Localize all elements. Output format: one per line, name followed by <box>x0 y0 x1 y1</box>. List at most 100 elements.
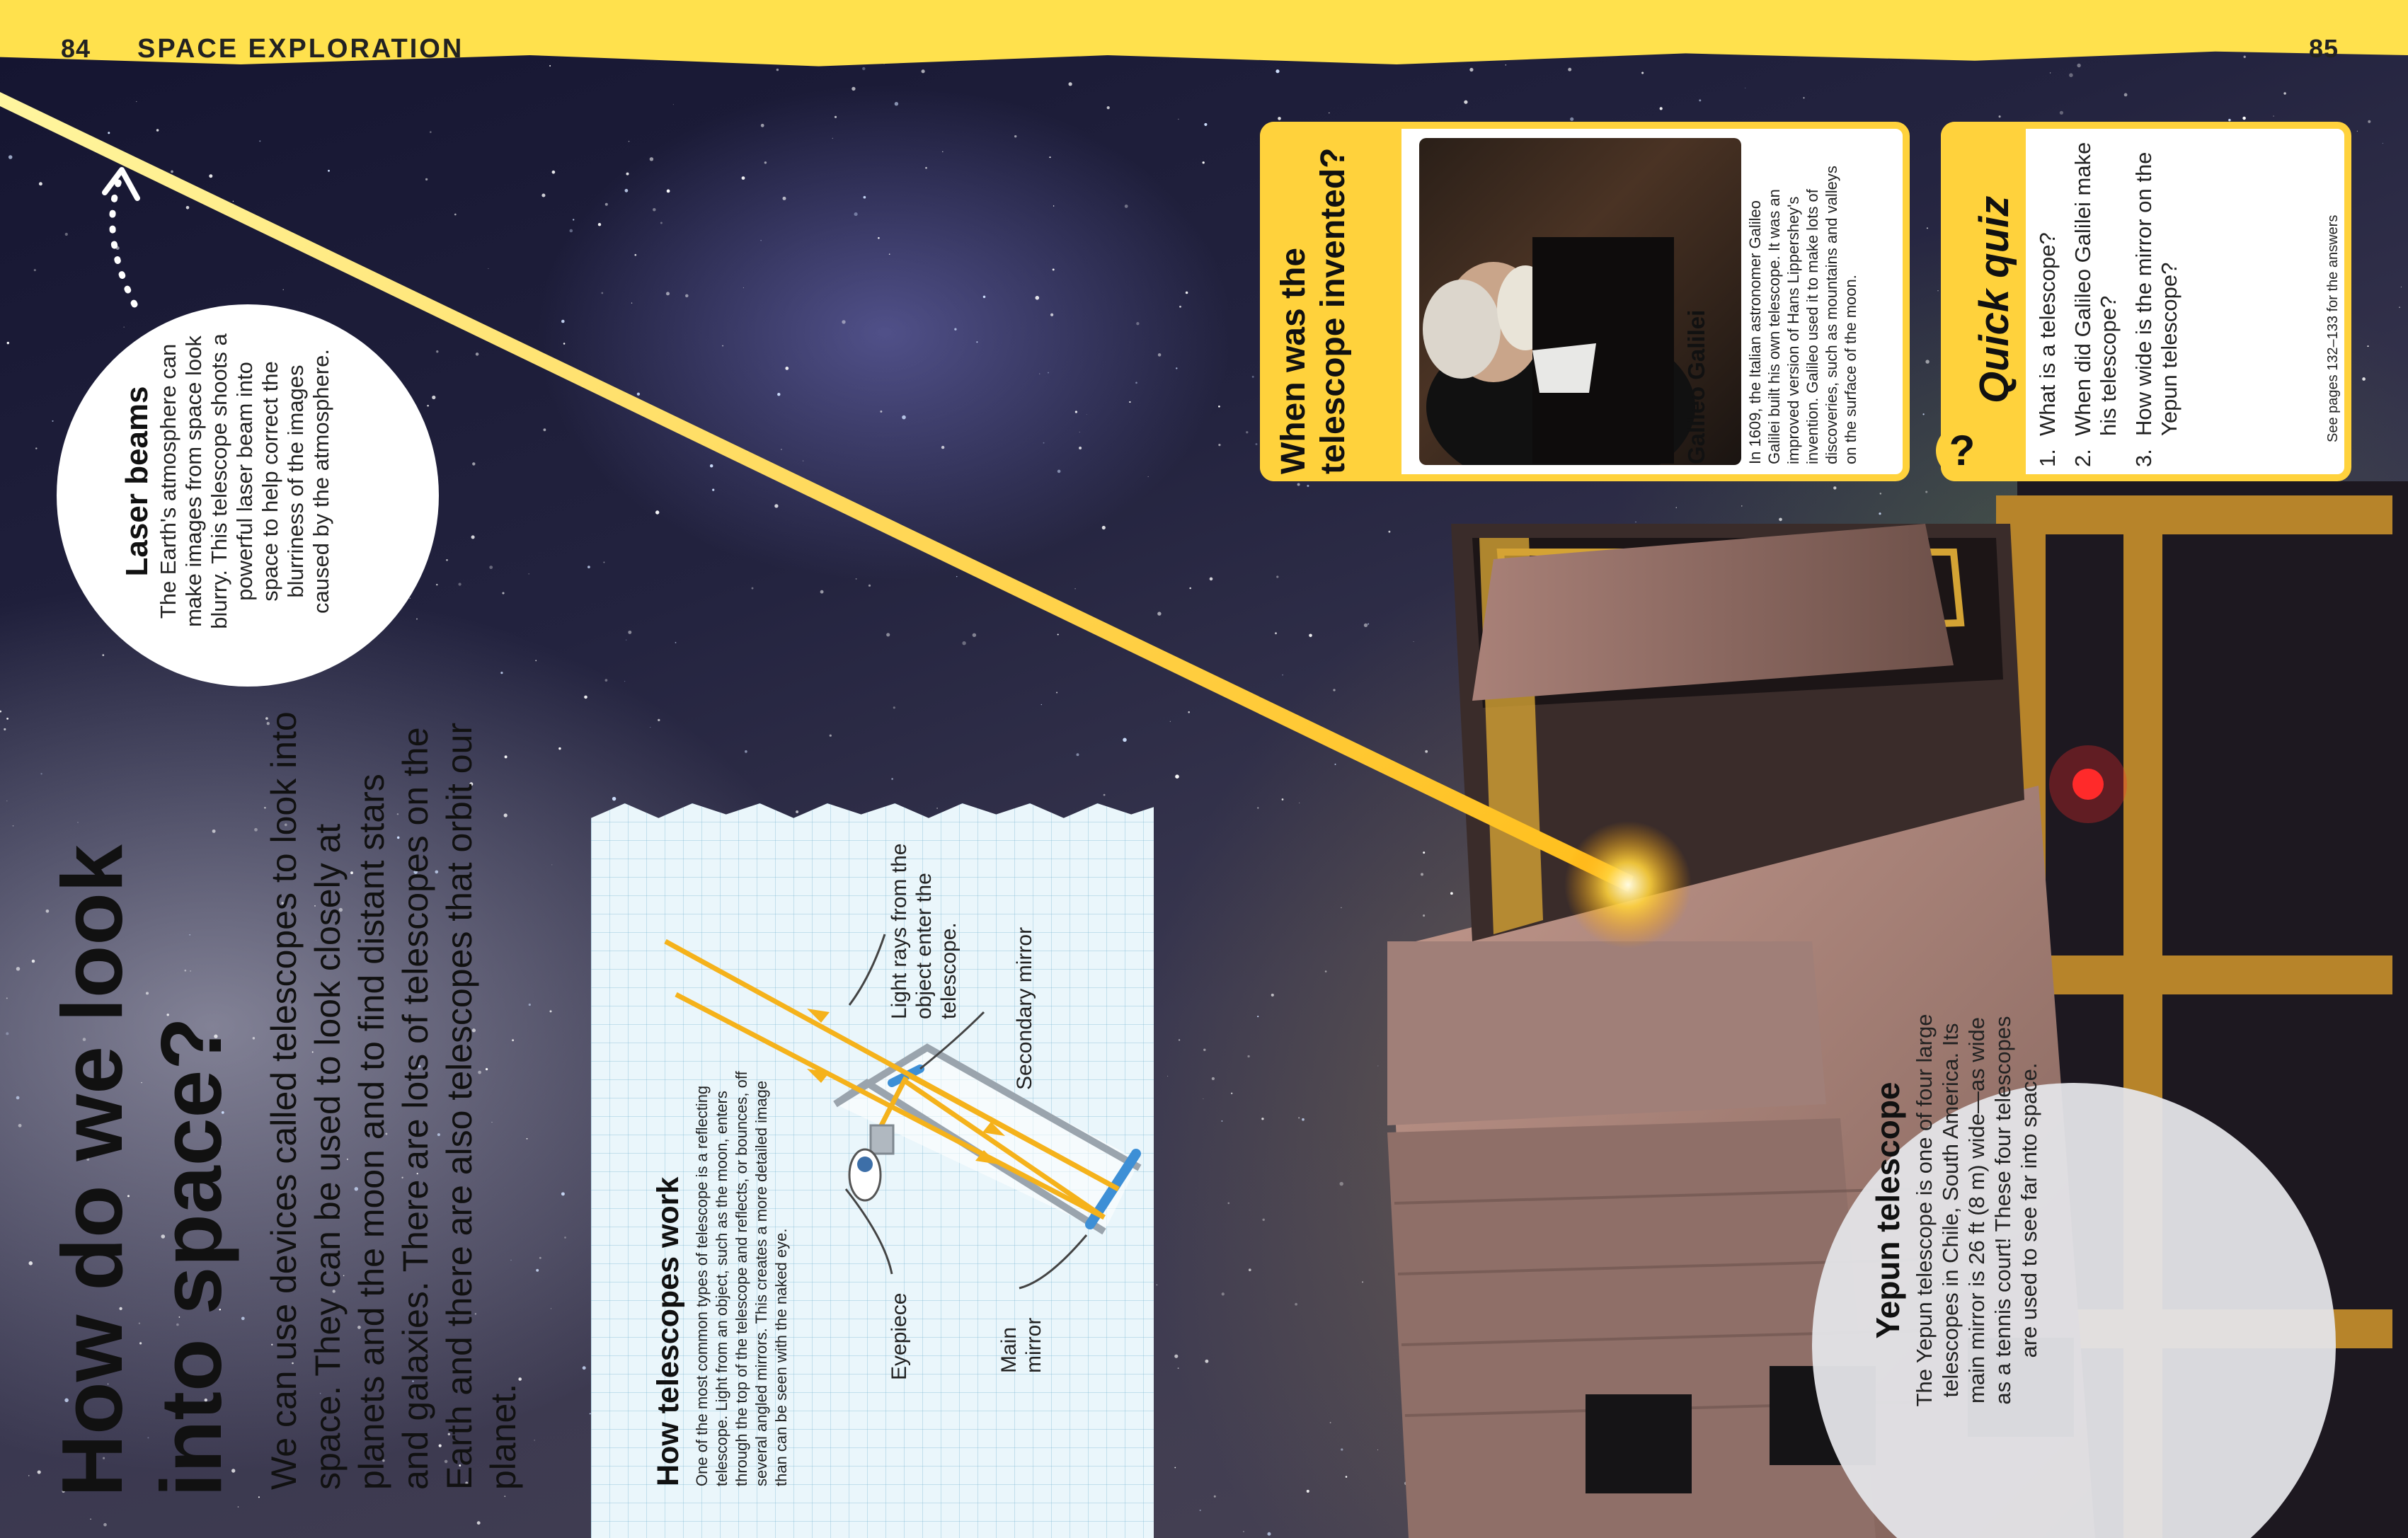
star <box>416 618 418 620</box>
star <box>1925 490 1928 493</box>
star <box>328 169 330 172</box>
star <box>382 1459 385 1462</box>
star <box>1167 1075 1169 1077</box>
star <box>829 734 832 737</box>
star <box>631 302 633 304</box>
star <box>1231 1092 1233 1094</box>
star <box>880 410 883 413</box>
star <box>1174 1354 1179 1358</box>
star <box>954 328 957 331</box>
star <box>1257 1016 1259 1018</box>
star <box>432 395 436 400</box>
secondary-mirror <box>888 1064 924 1087</box>
star <box>237 1506 239 1508</box>
star <box>446 558 448 561</box>
star <box>326 1254 329 1256</box>
star <box>796 810 799 814</box>
star <box>649 157 654 161</box>
star <box>1199 1509 1201 1512</box>
star <box>1074 587 1076 590</box>
star <box>6 800 8 802</box>
star <box>1255 443 1258 445</box>
star <box>491 1122 493 1123</box>
star <box>119 924 122 927</box>
star <box>1101 525 1106 530</box>
star <box>503 813 508 817</box>
star <box>111 1005 115 1009</box>
star <box>956 575 958 578</box>
star <box>1779 517 1782 522</box>
main-mirror-label: Main mirror <box>997 1317 1045 1373</box>
star <box>265 717 268 720</box>
star <box>427 404 429 407</box>
star <box>2356 130 2358 132</box>
star <box>1227 1202 1230 1205</box>
star <box>1246 431 1249 434</box>
star <box>139 1342 142 1345</box>
star <box>1135 381 1137 384</box>
star <box>2242 116 2246 120</box>
star <box>604 202 608 206</box>
star <box>1123 738 1127 742</box>
star <box>1345 1476 1348 1478</box>
star <box>1926 227 1928 229</box>
star <box>35 447 38 449</box>
star <box>429 131 432 133</box>
star <box>1341 1448 1343 1451</box>
star <box>1213 1495 1216 1498</box>
star <box>271 1343 273 1345</box>
star <box>820 590 824 594</box>
star <box>219 1308 222 1311</box>
star <box>1179 305 1181 308</box>
yepun-body: The Yepun telescope is one of four large… <box>1912 1014 2041 1407</box>
light-rays <box>664 939 1120 1220</box>
star <box>259 140 261 142</box>
star <box>658 718 660 722</box>
star <box>1175 774 1179 779</box>
star <box>6 341 9 345</box>
star <box>82 1038 86 1041</box>
star <box>854 212 858 217</box>
star <box>624 188 629 193</box>
star <box>653 207 656 212</box>
star <box>628 140 630 142</box>
star <box>1278 117 1281 120</box>
star <box>1469 67 1474 72</box>
star <box>1157 353 1162 357</box>
star <box>16 967 21 971</box>
star <box>435 870 439 874</box>
star <box>561 319 565 323</box>
star <box>102 654 105 656</box>
star <box>1052 268 1055 271</box>
quick-quiz-title: Quick quiz <box>1971 195 2017 403</box>
star <box>712 488 715 491</box>
star <box>1295 1302 1297 1306</box>
star <box>141 1081 142 1084</box>
star <box>1048 372 1049 374</box>
star <box>476 1521 481 1525</box>
star <box>1271 993 1274 997</box>
star <box>672 104 674 105</box>
star <box>412 1380 414 1382</box>
red-light <box>2072 769 2104 800</box>
star <box>587 566 590 568</box>
star <box>894 102 899 106</box>
star <box>1568 67 1572 71</box>
star <box>319 1392 321 1394</box>
star <box>1879 493 1882 495</box>
star <box>31 959 35 963</box>
star <box>535 660 537 662</box>
star <box>855 578 857 580</box>
star <box>6 997 8 999</box>
star <box>1425 750 1428 753</box>
star <box>636 392 641 396</box>
star <box>741 176 745 180</box>
star <box>604 679 608 682</box>
star <box>1185 291 1188 294</box>
star <box>1334 763 1336 765</box>
star <box>1057 633 1059 636</box>
star <box>526 1137 528 1140</box>
star <box>1218 405 1220 408</box>
star <box>1341 907 1342 909</box>
